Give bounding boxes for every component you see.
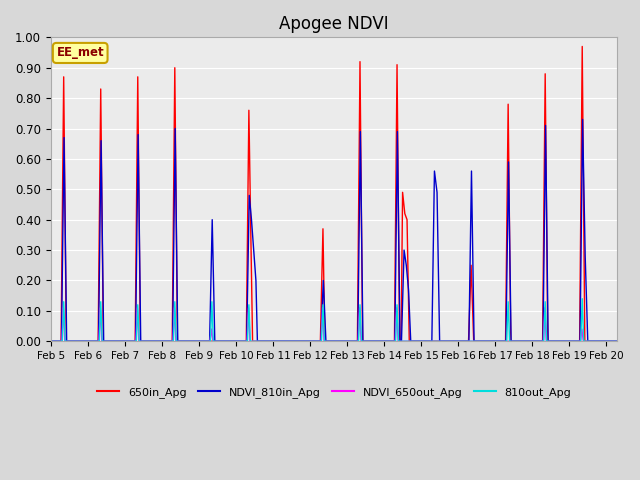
Text: EE_met: EE_met xyxy=(56,47,104,60)
Title: Apogee NDVI: Apogee NDVI xyxy=(279,15,389,33)
Legend: 650in_Apg, NDVI_810in_Apg, NDVI_650out_Apg, 810out_Apg: 650in_Apg, NDVI_810in_Apg, NDVI_650out_A… xyxy=(92,383,576,403)
